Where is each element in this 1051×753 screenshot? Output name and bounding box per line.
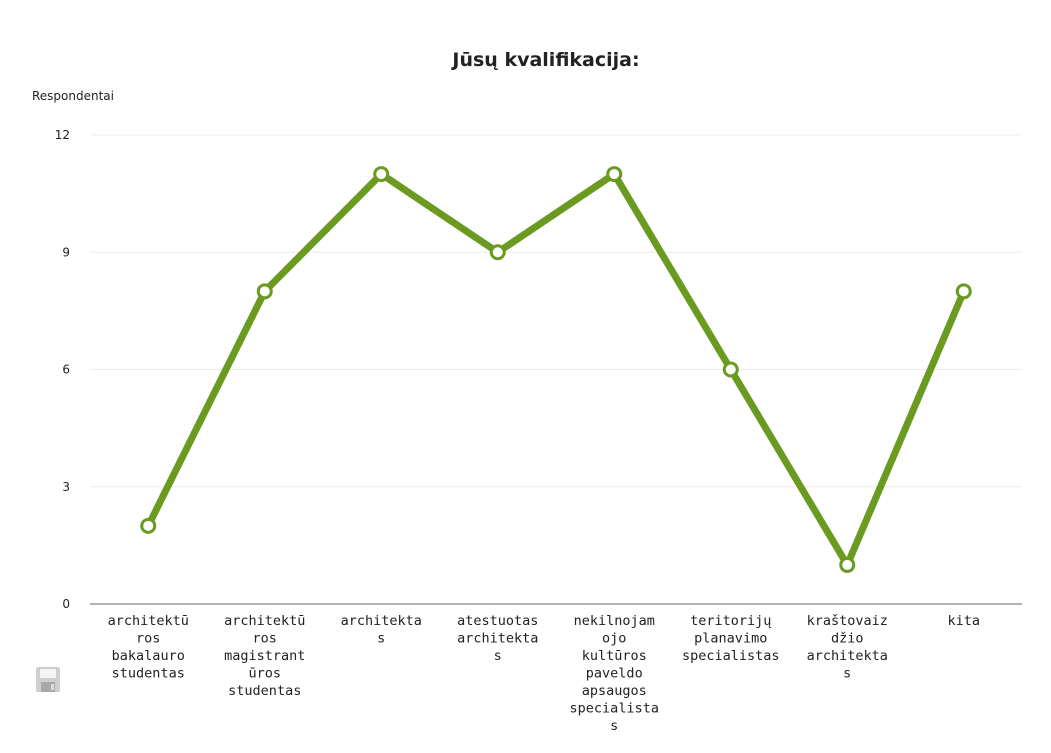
- data-point[interactable]: [256, 283, 273, 300]
- y-axis-label: Respondentai: [32, 89, 114, 103]
- x-category-label: architektū ros bakalauro studentas: [108, 613, 189, 682]
- y-tick-label: 0: [62, 597, 70, 611]
- y-tick-label: 9: [62, 245, 70, 259]
- data-point[interactable]: [489, 244, 506, 261]
- series-layer: [140, 166, 972, 573]
- y-axis-ticks: 0 3 6 9 12: [55, 128, 70, 611]
- x-category-label: architektū ros magistrant ūros studentas: [224, 613, 305, 699]
- series-line: [144, 170, 968, 569]
- y-tick-label: 3: [62, 480, 70, 494]
- data-point[interactable]: [606, 166, 623, 183]
- save-icon[interactable]: [36, 667, 60, 692]
- x-category-label: atestuotas architekta s: [457, 613, 538, 664]
- x-category-label: nekilnojam ojo kultūros paveldo apsaugos spec…: [570, 613, 659, 734]
- y-tick-label: 6: [62, 363, 70, 377]
- data-point[interactable]: [839, 556, 856, 573]
- x-category-label: architekta s: [341, 613, 422, 647]
- chart-title: Jūsų kvalifikacija:: [450, 49, 639, 71]
- x-category-label: teritorijų planavimo specialistas: [682, 613, 780, 664]
- data-point[interactable]: [140, 517, 157, 534]
- gridlines: [90, 134, 1022, 488]
- y-tick-label: 12: [55, 128, 70, 142]
- x-category-label: kita: [947, 613, 980, 629]
- data-point[interactable]: [373, 166, 390, 183]
- data-point[interactable]: [722, 361, 739, 378]
- x-axis-categories: architektū ros bakalauro studentas architekt…: [108, 613, 980, 734]
- x-category-label: kraštovaiz džio architekta s: [807, 613, 888, 682]
- data-point[interactable]: [955, 283, 972, 300]
